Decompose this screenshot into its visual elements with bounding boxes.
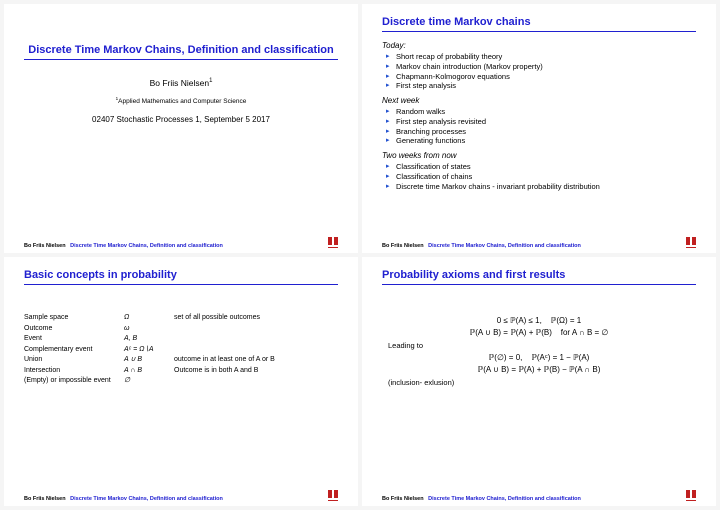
slide1-author: Bo Friis Nielsen1 bbox=[24, 78, 338, 88]
list-item: Discrete time Markov chains - invariant … bbox=[396, 182, 696, 192]
def-note: set of all possible outcomes bbox=[174, 313, 338, 324]
def-sym: Aᶜ = Ω∖A bbox=[124, 345, 174, 356]
math-text: for A ∩ B = ∅ bbox=[561, 328, 609, 337]
list-item: Branching processes bbox=[396, 127, 696, 137]
slide3-title: Basic concepts in probability bbox=[24, 269, 338, 285]
axiom-line: 0 ≤ ℙ(A) ≤ 1, ℙ(Ω) = 1 bbox=[382, 316, 696, 325]
list-item: Generating functions bbox=[396, 136, 696, 146]
def-sym: ω bbox=[124, 324, 174, 335]
def-note: Outcome is in both A and B bbox=[174, 366, 338, 377]
list-item: Chapmann-Kolmogorov equations bbox=[396, 72, 696, 82]
definitions-table: Sample spaceΩset of all possible outcome… bbox=[24, 313, 338, 387]
axiom-line: ℙ(A ∪ B) = ℙ(A) + ℙ(B) for A ∩ B = ∅ bbox=[382, 328, 696, 337]
footer-author: Bo Friis Nielsen bbox=[24, 243, 66, 249]
def-sym: Ω bbox=[124, 313, 174, 324]
list-item: Markov chain introduction (Markov proper… bbox=[396, 62, 696, 72]
def-term: Union bbox=[24, 355, 124, 366]
table-row: Complementary eventAᶜ = Ω∖A bbox=[24, 345, 338, 356]
slide4-title: Probability axioms and first results bbox=[382, 269, 696, 285]
twoweeks-list: Classification of states Classification … bbox=[382, 162, 696, 191]
slide-outline: Discrete time Markov chains Today: Short… bbox=[362, 4, 716, 253]
footer-title: Discrete Time Markov Chains, Definition … bbox=[428, 496, 581, 502]
def-term: Outcome bbox=[24, 324, 124, 335]
footer-author: Bo Friis Nielsen bbox=[382, 496, 424, 502]
math-text: ℙ(A ∪ B) = ℙ(A) + ℙ(B) bbox=[470, 328, 552, 337]
slide-basic-concepts: Basic concepts in probability Sample spa… bbox=[4, 257, 358, 506]
dtu-logo-icon bbox=[328, 490, 338, 502]
next-label: Next week bbox=[382, 96, 696, 105]
table-row: Sample spaceΩset of all possible outcome… bbox=[24, 313, 338, 324]
def-sym: A ∪ B bbox=[124, 355, 174, 366]
dtu-logo-icon bbox=[328, 237, 338, 249]
math-text: 0 ≤ ℙ(A) ≤ 1, bbox=[497, 316, 542, 325]
list-item: Random walks bbox=[396, 107, 696, 117]
def-term: Event bbox=[24, 334, 124, 345]
today-label: Today: bbox=[382, 41, 696, 50]
footer-author: Bo Friis Nielsen bbox=[24, 496, 66, 502]
table-row: UnionA ∪ Boutcome in at least one of A o… bbox=[24, 355, 338, 366]
list-item: Classification of chains bbox=[396, 172, 696, 182]
def-term: Intersection bbox=[24, 366, 124, 377]
list-item: Classification of states bbox=[396, 162, 696, 172]
table-row: Outcomeω bbox=[24, 324, 338, 335]
author-sup: 1 bbox=[209, 78, 212, 84]
footer-title: Discrete Time Markov Chains, Definition … bbox=[70, 243, 223, 249]
table-row: IntersectionA ∩ BOutcome is in both A an… bbox=[24, 366, 338, 377]
slide2-title: Discrete time Markov chains bbox=[382, 16, 696, 32]
footer-title: Discrete Time Markov Chains, Definition … bbox=[70, 496, 223, 502]
today-list: Short recap of probability theory Markov… bbox=[382, 52, 696, 91]
def-note: outcome in at least one of A or B bbox=[174, 355, 338, 366]
slide1-affiliation: 1Applied Mathematics and Computer Scienc… bbox=[24, 96, 338, 105]
slide4-footer: Bo Friis Nielsen Discrete Time Markov Ch… bbox=[382, 490, 696, 502]
slide2-footer: Bo Friis Nielsen Discrete Time Markov Ch… bbox=[382, 237, 696, 249]
def-term: Sample space bbox=[24, 313, 124, 324]
def-sym: ∅ bbox=[124, 376, 174, 387]
axiom-line: ℙ(∅) = 0, ℙ(Aᶜ) = 1 − ℙ(A) bbox=[382, 353, 696, 362]
list-item: First step analysis bbox=[396, 81, 696, 91]
math-text: ℙ(Aᶜ) = 1 − ℙ(A) bbox=[531, 353, 589, 362]
axiom-line: ℙ(A ∪ B) = ℙ(A) + ℙ(B) − ℙ(A ∩ B) bbox=[382, 365, 696, 374]
math-text: ℙ(Ω) = 1 bbox=[551, 316, 581, 325]
footer-title: Discrete Time Markov Chains, Definition … bbox=[428, 243, 581, 249]
slide-title-slide: Discrete Time Markov Chains, Definition … bbox=[4, 4, 358, 253]
list-item: Short recap of probability theory bbox=[396, 52, 696, 62]
twoweeks-label: Two weeks from now bbox=[382, 151, 696, 160]
dtu-logo-icon bbox=[686, 237, 696, 249]
def-term: Complementary event bbox=[24, 345, 124, 356]
slide1-title: Discrete Time Markov Chains, Definition … bbox=[24, 44, 338, 60]
footer-author: Bo Friis Nielsen bbox=[382, 243, 424, 249]
next-list: Random walks First step analysis revisit… bbox=[382, 107, 696, 146]
slide1-course: 02407 Stochastic Processes 1, September … bbox=[24, 115, 338, 124]
axioms-block: 0 ≤ ℙ(A) ≤ 1, ℙ(Ω) = 1 ℙ(A ∪ B) = ℙ(A) +… bbox=[382, 313, 696, 389]
slide1-footer: Bo Friis Nielsen Discrete Time Markov Ch… bbox=[24, 237, 338, 249]
list-item: First step analysis revisited bbox=[396, 117, 696, 127]
slide-axioms: Probability axioms and first results 0 ≤… bbox=[362, 257, 716, 506]
dtu-logo-icon bbox=[686, 490, 696, 502]
slide3-footer: Bo Friis Nielsen Discrete Time Markov Ch… bbox=[24, 490, 338, 502]
author-name: Bo Friis Nielsen bbox=[150, 78, 210, 88]
leading-text: Leading to bbox=[388, 341, 696, 350]
affil-text: Applied Mathematics and Computer Science bbox=[118, 98, 246, 105]
table-row: EventA, B bbox=[24, 334, 338, 345]
inclusion-text: (inclusion- exlusion) bbox=[388, 378, 696, 387]
table-row: (Empty) or impossible event∅ bbox=[24, 376, 338, 387]
math-text: ℙ(∅) = 0, bbox=[489, 353, 523, 362]
def-term: (Empty) or impossible event bbox=[24, 376, 124, 387]
def-sym: A, B bbox=[124, 334, 174, 345]
def-sym: A ∩ B bbox=[124, 366, 174, 377]
